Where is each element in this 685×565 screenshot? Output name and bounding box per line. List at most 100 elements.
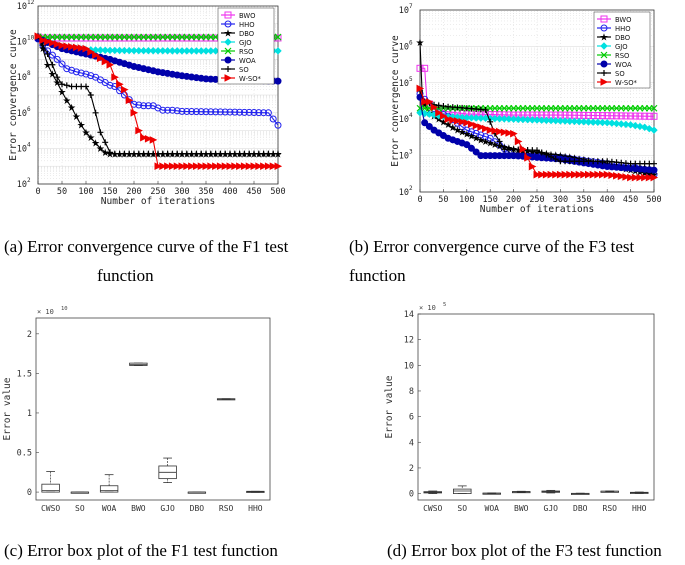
series-marker <box>519 145 528 153</box>
series-marker <box>444 115 453 124</box>
series-marker <box>274 34 282 42</box>
x-tick-label: CWSO <box>41 504 60 513</box>
legend-label: BWO <box>239 12 256 20</box>
series-marker <box>216 162 225 171</box>
x-tick-label: 50 <box>57 187 67 197</box>
box-rso <box>216 398 236 401</box>
x-tick-label: 500 <box>646 195 661 205</box>
caption-line: (c) Error box plot of the F1 test functi… <box>4 541 278 560</box>
series-marker <box>101 57 110 66</box>
caption-f3-boxplot: (d) Error box plot of the F3 test functi… <box>387 536 685 565</box>
series-marker: ★ <box>640 168 649 179</box>
legend-label: SO <box>239 66 249 74</box>
series-marker <box>183 107 191 115</box>
series-marker <box>524 154 532 162</box>
box-woa <box>482 492 502 495</box>
series-marker <box>589 170 598 179</box>
series-marker <box>598 118 607 127</box>
series-marker <box>139 46 148 55</box>
legend-label: HHO <box>239 21 255 29</box>
series-marker <box>510 129 518 138</box>
series-marker <box>140 34 148 42</box>
series-marker <box>482 133 490 141</box>
x-tick-label: WOA <box>485 504 500 513</box>
series-marker <box>255 109 263 117</box>
series-marker <box>53 55 61 63</box>
series-marker <box>96 46 105 54</box>
series-marker <box>58 41 67 50</box>
box-cwso <box>41 471 60 493</box>
series-marker <box>528 162 537 171</box>
series-marker <box>92 109 99 116</box>
series-marker <box>472 148 480 156</box>
series-marker <box>622 112 630 120</box>
series-marker <box>96 34 104 42</box>
series-marker <box>534 147 540 154</box>
series-marker <box>650 112 658 120</box>
x-tick-label: 300 <box>553 195 568 205</box>
series-marker: ★ <box>86 133 95 144</box>
series-marker <box>82 44 91 53</box>
legend-label: DBO <box>615 34 630 42</box>
y-tick-label: 0 <box>27 488 32 498</box>
series-marker <box>224 11 232 19</box>
series-marker <box>640 123 649 131</box>
series-marker <box>622 173 631 181</box>
series-marker <box>207 34 215 42</box>
series-marker <box>130 46 138 55</box>
legend-label: W-SO* <box>615 79 638 87</box>
y-axis-label: Error value <box>2 377 13 440</box>
series-marker <box>83 83 89 90</box>
series-marker <box>144 134 153 143</box>
series-marker <box>211 47 220 55</box>
series-marker <box>173 162 182 171</box>
series-marker <box>500 115 508 123</box>
box-so <box>453 485 472 494</box>
series-marker <box>92 34 100 42</box>
series-marker <box>39 36 47 44</box>
axis-exponent-label: × 10 <box>37 308 54 316</box>
series-marker <box>144 47 153 55</box>
series-marker <box>622 120 630 129</box>
series-marker <box>617 172 626 181</box>
box-woa <box>99 474 119 493</box>
chart-f1-convergence: ★★★★★★★★★★★★★★★★★★★★★★★★★★★★★★★★★★★★★★★★… <box>0 0 300 215</box>
series-marker <box>533 116 541 124</box>
series-marker <box>467 144 475 152</box>
series-marker <box>53 40 62 49</box>
series-marker <box>149 47 157 55</box>
series-marker <box>584 170 593 179</box>
y-axis-label: Error convergence curve <box>390 35 401 167</box>
series-marker <box>197 47 205 55</box>
series-wso <box>34 32 283 171</box>
series-marker <box>188 34 196 42</box>
series-marker <box>107 149 113 156</box>
series-marker <box>120 34 128 42</box>
series-marker <box>482 106 489 113</box>
series-marker <box>58 34 66 42</box>
series-marker <box>496 138 503 145</box>
series-marker <box>274 162 283 171</box>
series-marker: ★ <box>53 78 62 89</box>
x-tick-label: WOA <box>102 504 117 513</box>
caption-f1-boxplot: (c) Error box plot of the F1 test functi… <box>4 536 334 565</box>
series-marker <box>430 103 439 112</box>
series-marker <box>53 34 61 42</box>
series-marker <box>636 122 644 131</box>
x-tick-label: 350 <box>198 187 213 197</box>
series-marker <box>106 60 115 69</box>
series-marker <box>636 173 645 182</box>
x-tick-label: GJO <box>160 504 175 513</box>
series-marker <box>212 162 220 171</box>
series-marker <box>183 162 191 171</box>
series-marker <box>125 34 133 42</box>
y-tick-label: 14 <box>404 310 414 320</box>
series-marker <box>600 15 608 23</box>
series-marker <box>183 34 191 42</box>
x-tick-label: 150 <box>483 195 498 205</box>
series-marker: ★ <box>472 134 481 145</box>
y-tick-exponent: 4 <box>27 141 31 148</box>
series-marker: ★ <box>48 70 57 81</box>
series-marker <box>552 116 560 125</box>
